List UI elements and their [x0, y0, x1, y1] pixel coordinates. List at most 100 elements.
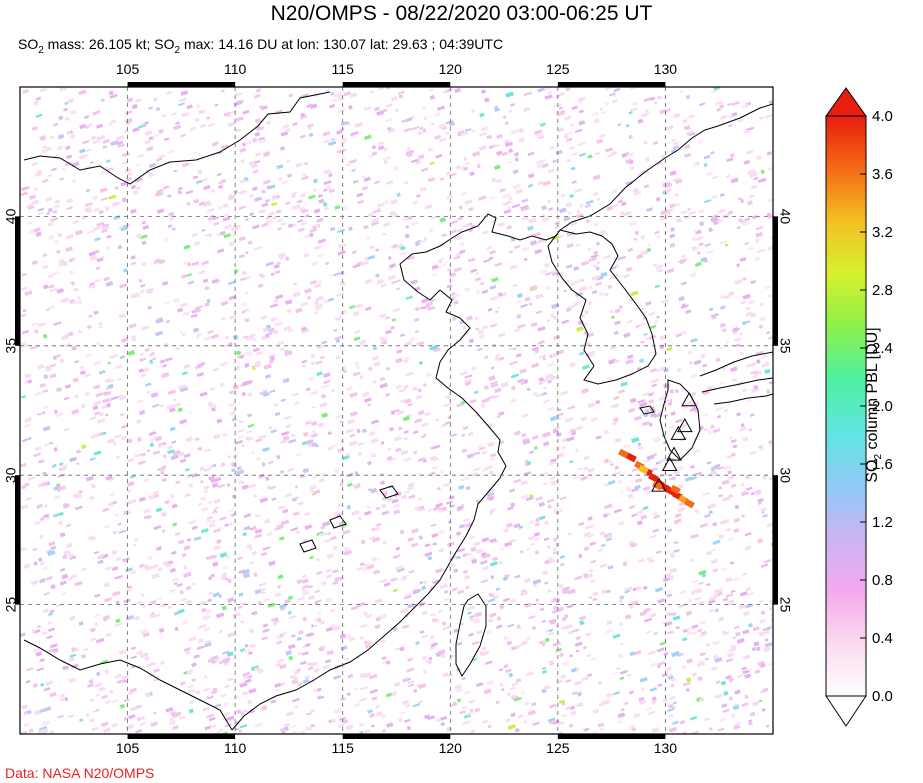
so2-pixel: [722, 708, 730, 714]
so2-pixel: [100, 572, 109, 579]
so2-pixel: [282, 124, 290, 129]
so2-pixel: [503, 573, 510, 579]
so2-pixel: [352, 263, 361, 269]
so2-pixel: [352, 484, 358, 488]
so2-pixel: [78, 148, 86, 154]
so2-pixel: [213, 528, 221, 533]
so2-pixel: [165, 90, 173, 95]
so2-pixel: [241, 170, 248, 176]
so2-pixel: [739, 427, 748, 432]
so2-pixel: [224, 684, 230, 689]
so2-pixel: [412, 430, 419, 435]
so2-pixel: [55, 353, 61, 358]
so2-pixel: [278, 536, 285, 541]
so2-pixel: [332, 511, 341, 518]
so2-pixel: [246, 174, 252, 179]
so2-pixel: [64, 116, 70, 122]
so2-pixel: [583, 546, 590, 552]
so2-pixel: [432, 273, 438, 277]
so2-pixel: [47, 620, 53, 625]
so2-pixel: [110, 396, 118, 401]
so2-pixel: [746, 550, 755, 556]
so2-pixel: [465, 485, 471, 491]
so2-pixel: [226, 651, 234, 657]
so2-pixel: [179, 418, 188, 425]
so2-pixel: [20, 547, 27, 552]
so2-pixel: [534, 349, 540, 354]
so2-pixel: [587, 673, 593, 678]
so2-pixel: [201, 177, 208, 183]
so2-pixel: [626, 354, 634, 360]
so2-pixel: [218, 629, 223, 634]
so2-pixel: [354, 121, 364, 129]
so2-pixel: [457, 130, 465, 136]
so2-pixel: [592, 257, 598, 261]
so2-pixel: [20, 632, 26, 637]
so2-pixel: [81, 139, 90, 145]
so2-pixel: [79, 370, 86, 376]
so2-pixel: [220, 144, 229, 150]
so2-pixel: [268, 425, 273, 430]
so2-pixel: [310, 723, 315, 728]
so2-pixel: [320, 525, 326, 530]
so2-pixel: [34, 520, 42, 525]
so2-pixel: [261, 105, 268, 111]
so2-pixel: [493, 105, 499, 111]
so2-pixel: [395, 357, 403, 364]
so2-pixel: [546, 498, 555, 504]
so2-pixel: [542, 670, 548, 674]
so2-pixel: [522, 439, 531, 446]
so2-pixel: [277, 252, 287, 259]
so2-pixel: [268, 485, 276, 490]
so2-pixel: [718, 727, 725, 732]
so2-pixel: [523, 257, 528, 262]
so2-pixel: [314, 303, 324, 309]
so2-pixel: [21, 313, 27, 318]
so2-pixel: [152, 490, 159, 495]
so2-pixel: [212, 592, 221, 598]
so2-pixel: [625, 152, 635, 158]
so2-pixel: [92, 360, 102, 366]
so2-pixel: [24, 417, 33, 424]
so2-pixel: [202, 706, 211, 712]
so2-pixel: [403, 436, 408, 441]
so2-pixel: [509, 264, 518, 270]
so2-pixel: [146, 515, 152, 520]
so2-pixel: [141, 220, 146, 225]
so2-pixel: [765, 724, 770, 728]
so2-pixel: [423, 528, 431, 533]
so2-pixel: [185, 650, 191, 655]
so2-pixel: [712, 654, 719, 660]
so2-pixel: [336, 292, 345, 297]
so2-pixel: [177, 608, 185, 614]
so2-pixel: [720, 567, 728, 572]
so2-pixel: [345, 452, 351, 457]
so2-pixel: [98, 431, 104, 436]
so2-pixel: [391, 318, 397, 322]
so2-pixel: [624, 701, 629, 706]
so2-pixel: [599, 523, 603, 527]
so2-pixel: [726, 454, 734, 459]
data-credit: Data: NASA N20/OMPS: [5, 765, 155, 781]
so2-pixel: [514, 328, 521, 333]
so2-pixel: [40, 658, 45, 663]
so2-pixel: [468, 338, 475, 344]
so2-pixel: [492, 143, 500, 149]
so2-pixel: [682, 681, 691, 687]
so2-pixel: [236, 470, 245, 475]
so2-pixel: [529, 239, 538, 246]
so2-pixel: [166, 404, 175, 410]
so2-pixel: [343, 168, 352, 176]
so2-pixel: [102, 398, 111, 404]
so2-pixel: [204, 465, 209, 469]
so2-pixel: [302, 431, 309, 437]
so2-pixel: [675, 262, 681, 268]
so2-pixel: [725, 255, 732, 261]
so2-pixel: [43, 591, 50, 596]
so2-pixel: [495, 564, 502, 569]
lat-tick-label-left: 25: [3, 597, 19, 613]
so2-pixel: [730, 439, 737, 444]
so2-pixel: [431, 465, 438, 470]
so2-pixel: [602, 397, 609, 402]
so2-pixel: [36, 667, 45, 672]
